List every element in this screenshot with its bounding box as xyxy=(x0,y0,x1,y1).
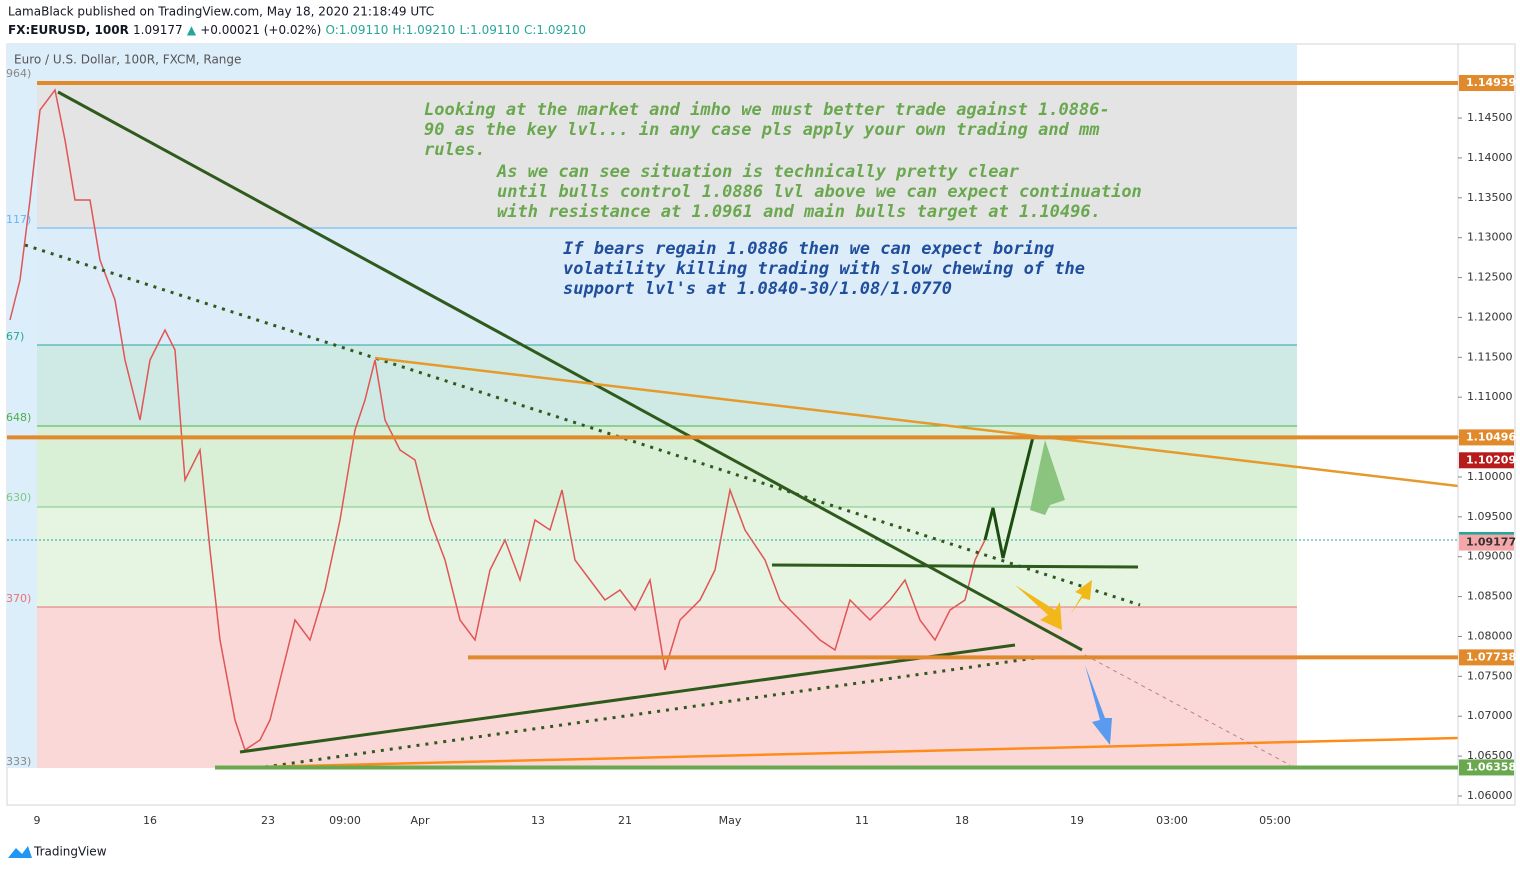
change: +0.00021 (+0.02%) xyxy=(200,23,321,37)
ohlc: L:1.09110 xyxy=(459,23,519,37)
zone-gray xyxy=(37,83,1297,228)
zone-blue xyxy=(37,228,1297,345)
time-label: 16 xyxy=(143,814,157,827)
ohlc: O:1.09110 xyxy=(325,23,388,37)
level-label-bg xyxy=(1459,534,1514,551)
price-tick-label: 1.10000 xyxy=(1467,470,1513,483)
level-label: 1.10209 xyxy=(1466,453,1516,466)
note-blue: If bears regain 1.0886 then we can expec… xyxy=(563,239,1054,259)
price-tick-label: 1.06500 xyxy=(1467,749,1513,762)
price-tick-label: 1.11000 xyxy=(1467,390,1513,403)
fib-label: 370) xyxy=(6,592,31,605)
ohlc: C:1.09210 xyxy=(524,23,586,37)
legend: Euro / U.S. Dollar, 100R, FXCM, Range xyxy=(14,53,241,67)
level-label-bg xyxy=(1459,75,1514,92)
time-label: 13 xyxy=(531,814,545,827)
price-axis xyxy=(1457,43,1516,806)
note-green: As we can see situation is technically p… xyxy=(496,162,1020,182)
price-tick-label: 1.07000 xyxy=(1467,709,1513,722)
price: 1.09177 xyxy=(133,23,183,37)
arrow: ▲ xyxy=(187,23,197,37)
note-green: rules. xyxy=(424,140,485,160)
time-label: 11 xyxy=(855,814,869,827)
price-tick-label: 1.14000 xyxy=(1467,151,1513,164)
footer: TradingView xyxy=(33,845,107,859)
level-label: 1.14939 xyxy=(1466,76,1516,89)
fib-label: 333) xyxy=(6,755,31,768)
note-green: until bulls control 1.0886 lvl above we … xyxy=(497,182,1142,202)
ohlc: H:1.09210 xyxy=(393,23,456,37)
level-label-bg xyxy=(1459,649,1514,666)
level-label-bg xyxy=(1459,429,1514,446)
level-label: 1.07738 xyxy=(1466,650,1516,663)
time-label: 23 xyxy=(261,814,275,827)
drawings xyxy=(24,90,1459,770)
fib-label: 648) xyxy=(6,411,31,424)
note-blue: volatility killing trading with slow che… xyxy=(563,259,1085,279)
price-tick-label: 1.09500 xyxy=(1467,510,1513,523)
price-tick-label: 1.14500 xyxy=(1467,111,1513,124)
time-label: 09:00 xyxy=(329,814,361,827)
header-line: FX:EURUSD, 100R 1.09177 ▲ +0.00021 (+0.0… xyxy=(8,23,586,37)
fib-label: 964) xyxy=(6,67,31,80)
level-label-bg xyxy=(1459,759,1514,776)
note-blue: support lvl's at 1.0840-30/1.08/1.0770 xyxy=(563,279,952,299)
price-tick-label: 1.07500 xyxy=(1467,669,1513,682)
price-tick-label: 1.12000 xyxy=(1467,310,1513,323)
zone-green-light xyxy=(37,507,1297,607)
zone-lines xyxy=(37,227,1297,608)
price-tick-label: 1.12500 xyxy=(1467,271,1513,284)
time-label: 18 xyxy=(955,814,969,827)
price-tick-label: 1.13000 xyxy=(1467,231,1513,244)
level-label: 1.06358 xyxy=(1466,760,1516,773)
level-label: 1.09177 xyxy=(1466,536,1516,549)
price-tick-label: 1.09000 xyxy=(1467,550,1513,563)
symbol: FX:EURUSD, 100R xyxy=(8,23,129,37)
time-label: May xyxy=(719,814,742,827)
note-green: with resistance at 1.0961 and main bulls… xyxy=(497,202,1101,222)
logo xyxy=(8,846,32,858)
time-label: 03:00 xyxy=(1156,814,1188,827)
price-tick-label: 1.08000 xyxy=(1467,629,1513,642)
published: LamaBlack published on TradingView.com, … xyxy=(8,5,434,19)
zone-teal xyxy=(37,345,1297,426)
price-tick-label: 1.11500 xyxy=(1467,350,1513,363)
note-green: 90 as the key lvl... in any case pls app… xyxy=(424,120,1100,140)
fib-label: 630) xyxy=(6,491,31,504)
price-tick-label: 1.08500 xyxy=(1467,590,1513,603)
time-label: 05:00 xyxy=(1259,814,1291,827)
time-label: 21 xyxy=(618,814,632,827)
level-label-bg xyxy=(1459,452,1514,469)
fib-label: 67) xyxy=(6,330,24,343)
zone-pink xyxy=(37,607,1297,768)
zone-green xyxy=(37,426,1297,507)
time-label: 9 xyxy=(34,814,41,827)
price-trace xyxy=(9,88,986,752)
note-green: Looking at the market and imho we must b… xyxy=(424,100,1110,120)
level-label: 1.10496 xyxy=(1466,430,1516,443)
price-tick-label: 1.13500 xyxy=(1467,191,1513,204)
price-tick-label: 1.06000 xyxy=(1467,789,1513,802)
time-label: 19 xyxy=(1070,814,1084,827)
fib-label: 117) xyxy=(6,213,31,226)
time-label: Apr xyxy=(410,814,430,827)
